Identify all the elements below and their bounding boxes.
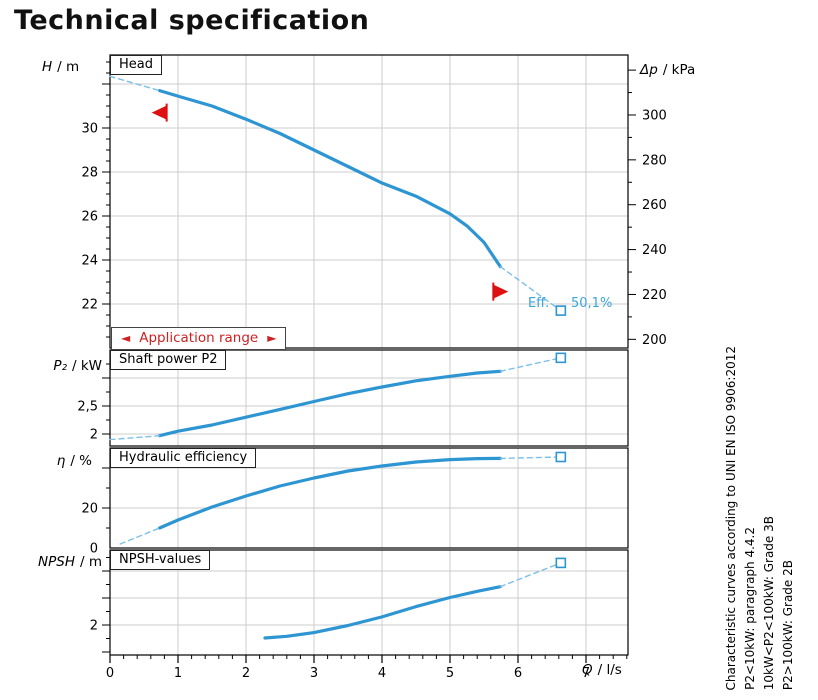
application-range-min-arrow-icon — [151, 105, 167, 120]
tick-label: 2 — [90, 428, 98, 443]
head-extrapolation-right — [499, 265, 562, 312]
tick-label: 30 — [81, 122, 98, 137]
tick-label: 240 — [642, 243, 667, 258]
tick-label: 2 — [90, 619, 98, 634]
page-title: Technical specification — [14, 5, 370, 36]
tick-label: 3 — [310, 666, 318, 681]
power-curve — [158, 369, 502, 438]
power-y-axis-label: P₂ / kW — [24, 358, 102, 374]
tick-label: 20 — [81, 502, 98, 517]
pressure-axis-symbol: Δp — [640, 62, 658, 78]
npsh-curve — [263, 585, 502, 640]
tick-label: 220 — [642, 288, 667, 303]
application-range-right-arrow-icon: ► — [267, 331, 277, 345]
efficiency-curve — [158, 456, 502, 530]
npsh-axis-symbol: NPSH — [38, 554, 75, 570]
tick-label: 22 — [81, 298, 98, 313]
efficiency-y-axis-label: η / % — [24, 453, 92, 469]
power-axis-symbol: P₂ — [53, 358, 67, 374]
tick-label: 300 — [642, 108, 667, 123]
power-extrapolation-right — [499, 357, 562, 372]
panel-border — [109, 349, 629, 447]
flow-axis-unit: / l/s — [597, 662, 622, 678]
head-extrapolation-left — [109, 75, 161, 92]
tick-label: 4 — [378, 666, 386, 681]
tick-label: 200 — [642, 333, 667, 348]
pressure-axis-unit: / kPa — [662, 62, 696, 78]
panel-title-head: Head — [110, 55, 162, 75]
duty-eff-value: 50,1% — [571, 296, 613, 311]
standards-notes: Characteristic curves according to UNI E… — [724, 290, 812, 690]
flow-x-axis-label: Q / l/s — [582, 662, 622, 678]
panel-border — [109, 549, 629, 656]
duty-point-marker — [555, 451, 567, 463]
tick-label: 260 — [642, 198, 667, 213]
tick-label: 6 — [514, 666, 522, 681]
tick-label: 1 — [174, 666, 182, 681]
standards-note-line: 10kW<P2<100kW: Grade 3B — [762, 515, 776, 690]
power-extrapolation-left — [109, 435, 161, 441]
panel-border — [109, 54, 629, 349]
efficiency-extrapolation-left — [119, 527, 161, 545]
flow-axis-symbol: Q — [582, 662, 593, 678]
head-y-axis-label: H / m — [42, 59, 79, 75]
efficiency-axis-unit: / % — [70, 453, 92, 469]
duty-point-marker — [555, 557, 567, 569]
panel-title-npsh: NPSH-values — [110, 550, 211, 570]
head-curve — [158, 88, 502, 269]
tick-label: 26 — [81, 210, 98, 225]
pressure-y-axis-label: Δp / kPa — [640, 62, 695, 78]
efficiency-extrapolation-right — [499, 456, 562, 460]
tick-label: 0 — [106, 666, 114, 681]
panel-title-shaft-power: Shaft power P2 — [110, 350, 227, 370]
application-range-max-arrow-icon — [493, 284, 509, 299]
tick-label: 5 — [446, 666, 454, 681]
duty-point-marker — [555, 305, 567, 316]
application-range-label: Application range — [139, 330, 259, 346]
standards-note-line: P2<10kW: paragraph 4.4.2 — [743, 527, 757, 690]
tick-label: 2,5 — [77, 400, 98, 415]
tick-label: 28 — [81, 166, 98, 181]
head-axis-unit: / m — [57, 59, 80, 75]
npsh-extrapolation-right — [499, 562, 562, 588]
tick-label: 2 — [242, 666, 250, 681]
power-axis-unit: / kW — [71, 358, 102, 374]
panel-title-hydraulic-efficiency: Hydraulic efficiency — [110, 448, 257, 468]
head-axis-symbol: H — [42, 59, 53, 75]
application-range-left-arrow-icon: ◄ — [121, 331, 131, 345]
standards-note-line: Characteristic curves according to UNI E… — [724, 345, 738, 690]
tick-label: 24 — [81, 254, 98, 269]
duty-eff-label: Eff. — [528, 296, 550, 311]
tick-label: 280 — [642, 153, 667, 168]
application-range-box: ◄ Application range ► — [111, 327, 287, 350]
efficiency-axis-symbol: η — [56, 453, 66, 469]
tick-label: 7 — [582, 666, 590, 681]
panel-border — [109, 447, 629, 549]
npsh-axis-unit: / m — [80, 554, 102, 570]
duty-point-marker — [555, 352, 567, 364]
standards-note-line: P2>100kW: Grade 2B — [781, 559, 795, 690]
npsh-y-axis-label: NPSH / m — [12, 554, 102, 570]
tick-label: 0 — [90, 542, 98, 557]
